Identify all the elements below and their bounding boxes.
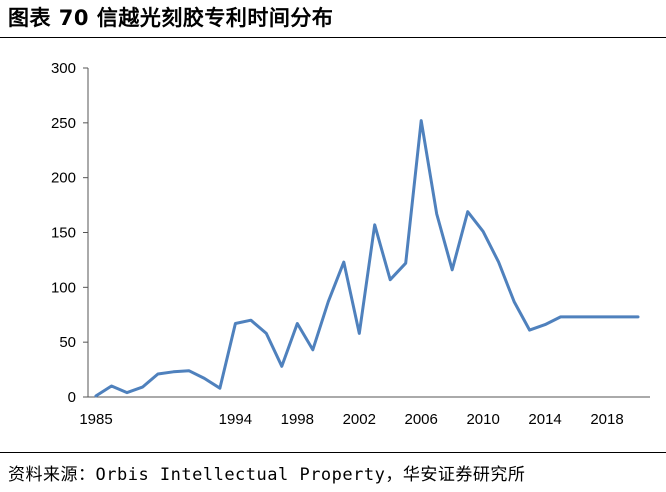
- y-tick-labels: 0 50 100 150 200 250 300: [51, 60, 76, 406]
- chart-axes: [83, 67, 650, 398]
- title-divider: [0, 37, 666, 38]
- x-tick-label: 2014: [528, 411, 561, 428]
- figure-title: 图表 70 信越光刻胶专利时间分布: [8, 6, 334, 30]
- y-tick-label: 50: [59, 334, 76, 351]
- source-divider: [0, 452, 666, 453]
- y-tick-label: 0: [68, 389, 76, 406]
- y-tick-label: 100: [51, 279, 76, 296]
- patent-line-chart: 0 50 100 150 200 250 300 1985 1994 1998 2002 2006 2…: [51, 60, 650, 428]
- x-tick-label: 2006: [405, 411, 438, 428]
- x-tick-labels: 1985 1994 1998 2002 2006 2010 2014 2018: [79, 411, 623, 428]
- x-tick-label: 2010: [466, 411, 499, 428]
- x-tick-label: 1994: [219, 411, 252, 428]
- series-points: [95, 120, 639, 396]
- x-tick-label: 1998: [281, 411, 314, 428]
- series-line: [94, 119, 640, 398]
- y-tick-label: 250: [51, 115, 76, 132]
- x-tick-label: 2018: [590, 411, 623, 428]
- y-tick-label: 150: [51, 225, 76, 242]
- x-tick-label: 1985: [79, 411, 112, 428]
- y-tick-label: 200: [51, 170, 76, 187]
- source-note: 资料来源：Orbis Intellectual Property，华安证券研究所: [8, 465, 526, 485]
- x-tick-label: 2002: [343, 411, 376, 428]
- y-tick-label: 300: [51, 60, 76, 77]
